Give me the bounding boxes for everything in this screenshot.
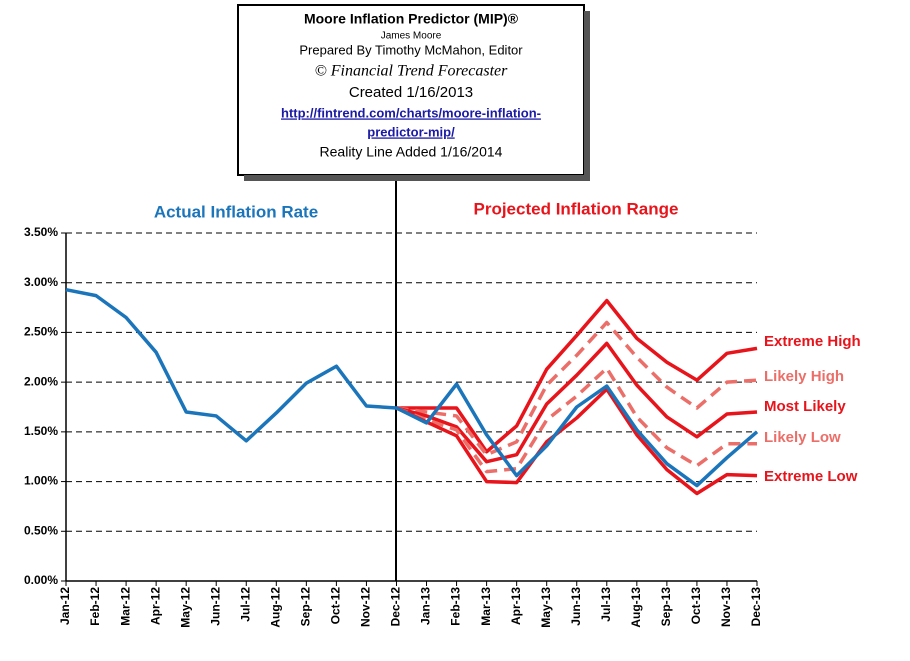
x-tick-label: Jul-12 [238, 587, 252, 622]
series-label: Most Likely [764, 398, 846, 415]
y-tick-label: 0.00% [24, 573, 58, 587]
x-tick-label: May-12 [178, 587, 192, 628]
x-tick-label: Mar-12 [118, 587, 132, 626]
x-tick-label: Nov-13 [719, 587, 733, 627]
link[interactable]: predictor-mip/ [367, 124, 455, 139]
x-tick-label: Aug-13 [629, 587, 643, 628]
annotation: Actual Inflation Rate [154, 202, 318, 221]
chart-title: Moore Inflation Predictor (MIP)® [304, 11, 519, 27]
y-tick-label: 1.50% [24, 424, 58, 438]
x-tick-label: Apr-12 [148, 587, 162, 625]
x-tick-label: May-13 [539, 587, 553, 628]
box-shadow [244, 175, 590, 181]
x-tick-label: Feb-12 [88, 587, 102, 626]
created: Created 1/16/2013 [349, 84, 473, 101]
x-tick-label: Jul-13 [599, 587, 613, 622]
x-tick-label: Oct-12 [329, 587, 343, 625]
series-line [65, 287, 759, 488]
box-shadow [584, 11, 590, 181]
publisher: © Financial Trend Forecaster [315, 63, 509, 80]
series-line [395, 366, 757, 474]
annotation: Projected Inflation Range [474, 199, 679, 218]
y-tick-label: 3.50% [24, 225, 58, 239]
series-line [396, 298, 758, 454]
x-tick-label: Jan-13 [419, 587, 433, 625]
series-label: Extreme Low [764, 468, 858, 485]
x-tick-label: Jun-13 [569, 587, 583, 626]
x-tick-label: Mar-13 [479, 587, 493, 626]
x-tick-label: Nov-12 [359, 587, 373, 627]
reality-note: Reality Line Added 1/16/2014 [320, 144, 503, 160]
series-line [396, 320, 758, 457]
x-tick-label: Dec-13 [749, 587, 763, 627]
x-tick-label: Sep-13 [659, 587, 673, 627]
x-tick-label: Jun-12 [208, 587, 222, 626]
series-label: Likely Low [764, 429, 841, 446]
series-line [395, 387, 758, 496]
x-tick-label: Apr-13 [509, 587, 523, 625]
x-tick-label: Aug-12 [268, 587, 282, 628]
series-label: Extreme High [764, 333, 861, 350]
series-label: Likely High [764, 368, 844, 385]
credit: Prepared By Timothy McMahon, Editor [299, 42, 523, 57]
x-tick-label: Oct-13 [689, 587, 703, 625]
series-line [396, 341, 758, 464]
x-tick-label: Dec-12 [389, 587, 403, 627]
y-tick-label: 0.50% [24, 523, 58, 537]
x-tick-label: Feb-13 [449, 587, 463, 626]
subtitle: James Moore [381, 31, 442, 42]
x-tick-label: Sep-12 [299, 587, 313, 627]
y-tick-label: 2.50% [24, 325, 58, 339]
x-tick-label: Jan-12 [58, 587, 72, 625]
link[interactable]: http://fintrend.com/charts/moore-inflati… [281, 105, 541, 120]
y-tick-label: 1.00% [24, 474, 58, 488]
y-tick-label: 2.00% [24, 374, 58, 388]
y-tick-label: 3.00% [24, 275, 58, 289]
